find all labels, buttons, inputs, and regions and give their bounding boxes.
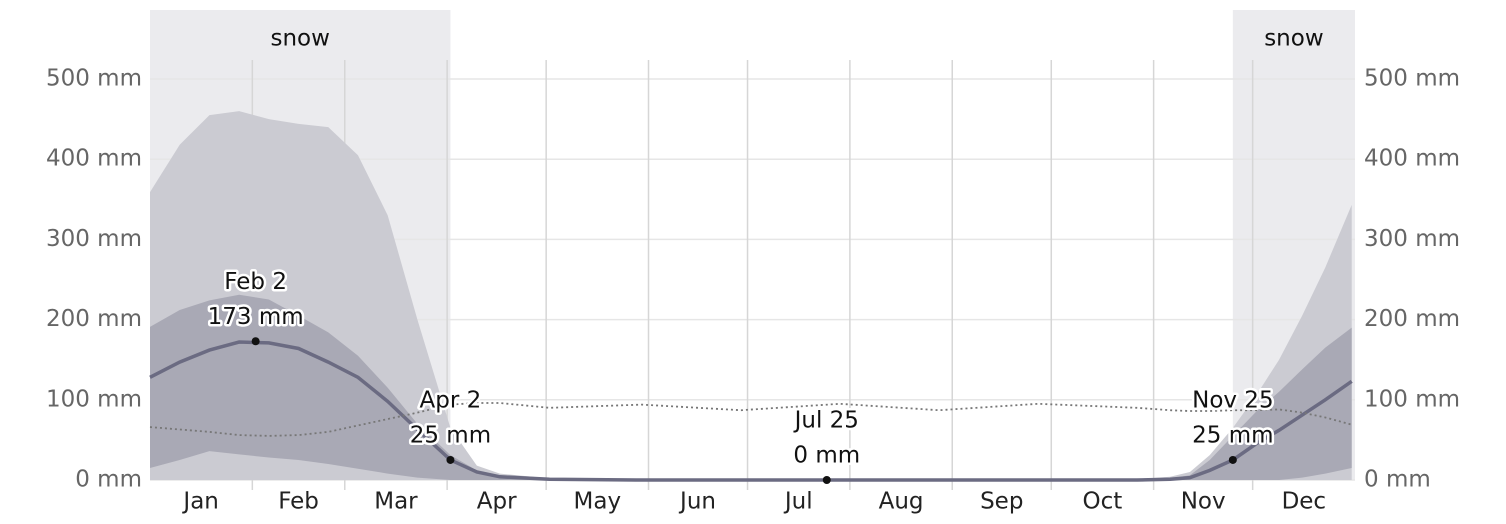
- annotation-point: [822, 476, 831, 484]
- x-tick-label: Jan: [181, 489, 218, 515]
- x-tick-label: Dec: [1282, 489, 1327, 515]
- x-tick-label: Apr: [477, 489, 517, 515]
- x-tick-label: Feb: [278, 489, 319, 515]
- snow-label: snow: [1264, 26, 1323, 52]
- annotation-value: 0 mm: [793, 443, 860, 469]
- annotation-value: 173 mm: [208, 304, 304, 330]
- annotation-value: 25 mm: [410, 422, 491, 448]
- annotation-value: 25 mm: [1192, 422, 1273, 448]
- snow-label: snow: [270, 26, 329, 52]
- y-tick-label: 500 mm: [46, 66, 142, 92]
- median-line: [149, 340, 1353, 482]
- x-tick-label: Aug: [879, 489, 924, 515]
- y-tick-label: 200 mm: [46, 306, 142, 332]
- y-tick-label: 400 mm: [46, 146, 142, 172]
- annotation-date: Jul 25: [793, 408, 859, 434]
- x-tick-label: Jul: [783, 489, 813, 515]
- annotation-date: Nov 25: [1192, 387, 1273, 413]
- y2-tick-label: 100 mm: [1364, 386, 1460, 412]
- y2-tick-label: 300 mm: [1364, 226, 1460, 252]
- annotation-point: [251, 337, 260, 346]
- x-tick-label: Sep: [980, 489, 1023, 515]
- y-tick-label: 300 mm: [46, 226, 142, 252]
- y2-tick-label: 400 mm: [1364, 146, 1460, 172]
- x-tick-label: May: [574, 489, 622, 515]
- x-tick-label: Nov: [1181, 489, 1226, 515]
- annotation-point: [1228, 455, 1237, 464]
- x-tick-label: Jun: [678, 489, 716, 515]
- annotation-date: Feb 2: [224, 269, 287, 295]
- y-tick-label: 100 mm: [46, 386, 142, 412]
- x-tick-label: Oct: [1083, 489, 1123, 515]
- y2-tick-label: 500 mm: [1364, 66, 1460, 92]
- y-tick-label: 0 mm: [75, 467, 142, 493]
- dotted-line: [149, 402, 1352, 437]
- x-tick-label: Mar: [374, 489, 418, 515]
- annotation-date: Apr 2: [420, 387, 482, 413]
- annotation-point: [446, 455, 455, 464]
- y2-tick-label: 0 mm: [1364, 467, 1431, 493]
- y2-tick-label: 200 mm: [1364, 306, 1460, 332]
